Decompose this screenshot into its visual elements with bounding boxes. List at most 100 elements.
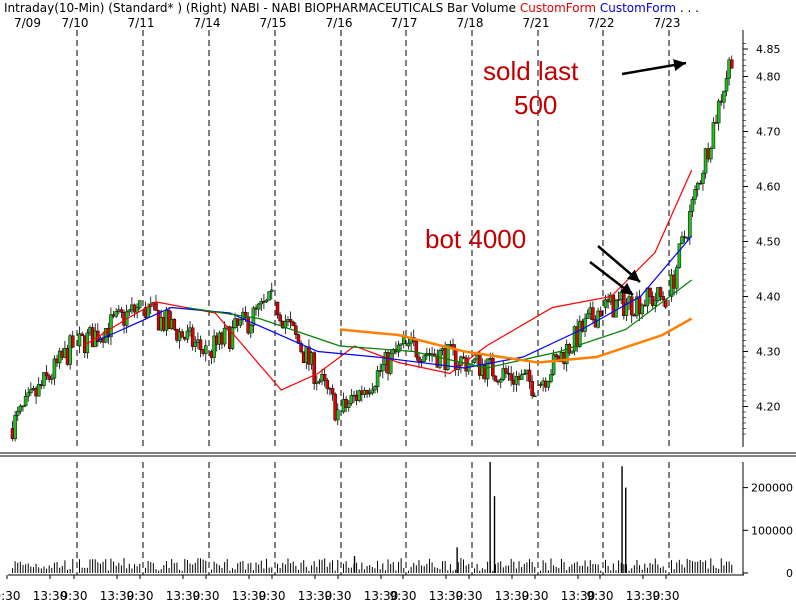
volume-tick-label: 200000 <box>751 482 793 495</box>
price-tick-label: 4.50 <box>756 236 781 249</box>
candle-body <box>461 356 466 359</box>
date-label: 7/21 <box>523 16 550 30</box>
candle-body <box>193 342 198 347</box>
candle-body <box>317 380 322 383</box>
candle-body <box>204 345 208 354</box>
price-tick-label: 4.60 <box>756 181 781 194</box>
candles <box>10 55 734 442</box>
price-tick-label: 4.70 <box>756 126 781 139</box>
header-form1[interactable]: CustomForm <box>519 1 597 15</box>
annotation-sold-line2: 500 <box>514 90 558 120</box>
candle-body <box>26 392 30 397</box>
candle-body <box>52 358 57 379</box>
candle-body <box>238 319 243 326</box>
candle-body <box>114 311 118 317</box>
candle-body <box>330 387 335 395</box>
price-tick-label: 4.40 <box>756 291 781 304</box>
candle-body <box>417 356 421 363</box>
header-ellipsis[interactable]: . . . <box>679 1 699 15</box>
candle-body <box>438 350 442 368</box>
candle-body <box>485 358 490 380</box>
date-label: 7/14 <box>194 16 221 30</box>
price-tick-label: 4.80 <box>756 71 781 84</box>
candle-body <box>222 327 227 345</box>
session-label: 9:30 <box>0 589 20 603</box>
candle-body <box>381 364 385 372</box>
candle-body <box>648 287 652 297</box>
candle-body <box>701 172 705 184</box>
candle-body <box>365 390 369 395</box>
candle-body <box>554 354 558 357</box>
candle-body <box>346 403 351 408</box>
candle-body <box>138 300 142 308</box>
candle-body <box>583 318 587 332</box>
candle-body <box>533 395 537 398</box>
candle-body <box>551 354 556 375</box>
date-label: 7/18 <box>457 16 484 30</box>
candle-body <box>370 389 375 394</box>
candle-body <box>522 373 527 375</box>
candle-body <box>564 344 569 365</box>
candle-body <box>703 148 708 174</box>
candle-body <box>21 405 25 408</box>
candle-body <box>504 368 508 374</box>
candle-body <box>578 320 582 347</box>
candle-body <box>472 358 477 363</box>
candle-body <box>680 236 684 244</box>
session-label: 9:30 <box>325 589 352 603</box>
candle-body <box>373 386 377 391</box>
session-label: 13:30 <box>232 589 267 603</box>
moving-averages <box>82 169 693 391</box>
candle-body <box>722 90 726 103</box>
candle-body <box>527 369 532 382</box>
candle-body <box>13 415 17 440</box>
session-label: 13:30 <box>100 589 135 603</box>
candle-body <box>514 375 519 385</box>
date-gridlines <box>76 30 670 575</box>
candle-body <box>267 291 271 301</box>
moving-average-green <box>185 279 693 369</box>
session-label: 9:30 <box>653 589 680 603</box>
candle-body <box>291 321 295 327</box>
candle-body <box>693 189 697 200</box>
session-label: 13:30 <box>626 589 661 603</box>
candle-body <box>264 299 269 303</box>
volume-tick-label: 100000 <box>751 524 793 537</box>
date-label: 7/11 <box>128 16 155 30</box>
session-label: 13:30 <box>364 589 399 603</box>
candle-body <box>603 299 608 308</box>
candle-body <box>312 352 316 384</box>
candle-body <box>375 370 380 387</box>
session-label: 13:30 <box>298 589 333 603</box>
candle-body <box>629 296 634 316</box>
header-form2[interactable]: CustomForm <box>599 1 677 15</box>
candle-body <box>614 300 618 318</box>
candle-body <box>388 353 393 374</box>
candle-body <box>546 381 551 388</box>
candle-body <box>44 372 49 377</box>
price-tick-label: 4.20 <box>756 401 781 414</box>
session-label: 9:30 <box>522 589 549 603</box>
candle-body <box>180 331 184 338</box>
candle-body <box>275 301 280 316</box>
candle-body <box>677 243 682 268</box>
candle-body <box>15 410 20 416</box>
session-label: 13:30 <box>429 589 464 603</box>
candle-body <box>690 198 695 212</box>
candle-body <box>36 384 41 397</box>
candle-body <box>422 355 426 362</box>
sold-arrow-head <box>673 59 686 71</box>
candle-body <box>325 380 330 389</box>
candle-body <box>414 341 419 358</box>
candle-body <box>506 372 511 375</box>
candle-body <box>640 304 644 315</box>
candle-body <box>709 148 713 160</box>
candle-body <box>50 377 54 380</box>
candle-body <box>172 318 177 330</box>
date-label: 7/22 <box>588 16 615 30</box>
candle-body <box>198 339 203 350</box>
candle-body <box>322 374 327 381</box>
candle-body <box>68 335 72 365</box>
candle-body <box>624 302 629 316</box>
candle-body <box>653 300 658 306</box>
